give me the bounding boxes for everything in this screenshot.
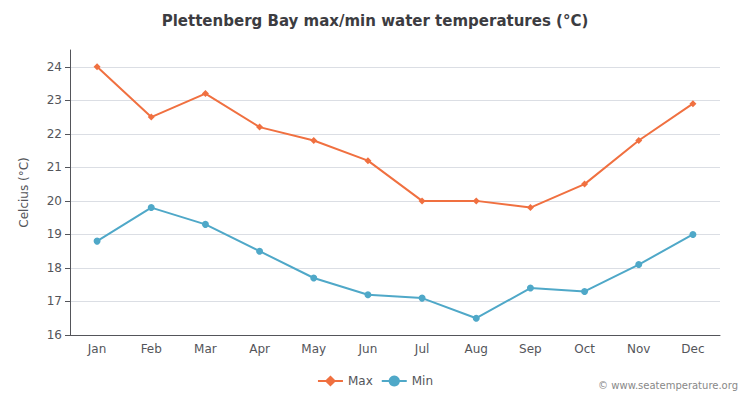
svg-text:Sep: Sep: [519, 342, 542, 356]
svg-text:Celcius (°C): Celcius (°C): [17, 157, 31, 227]
svg-text:21: 21: [47, 160, 62, 174]
svg-text:Jun: Jun: [358, 342, 378, 356]
svg-text:19: 19: [47, 227, 62, 241]
svg-text:18: 18: [47, 261, 62, 275]
svg-text:20: 20: [47, 194, 62, 208]
svg-text:Apr: Apr: [249, 342, 270, 356]
svg-text:Max: Max: [348, 374, 373, 388]
svg-text:Oct: Oct: [574, 342, 595, 356]
svg-text:23: 23: [47, 93, 62, 107]
svg-text:24: 24: [47, 60, 62, 74]
svg-text:May: May: [301, 342, 326, 356]
svg-text:Feb: Feb: [141, 342, 162, 356]
svg-text:Plettenberg Bay max/min water: Plettenberg Bay max/min water temperatur…: [162, 12, 589, 30]
svg-text:17: 17: [47, 294, 62, 308]
svg-text:22: 22: [47, 127, 62, 141]
svg-text:Jul: Jul: [414, 342, 429, 356]
svg-text:Dec: Dec: [681, 342, 704, 356]
svg-text:Aug: Aug: [465, 342, 488, 356]
svg-text:Min: Min: [412, 374, 433, 388]
svg-text:Nov: Nov: [627, 342, 650, 356]
svg-text:© www.seatemperature.org: © www.seatemperature.org: [598, 380, 738, 391]
svg-text:16: 16: [47, 328, 62, 342]
svg-text:Jan: Jan: [87, 342, 107, 356]
svg-text:Mar: Mar: [194, 342, 217, 356]
